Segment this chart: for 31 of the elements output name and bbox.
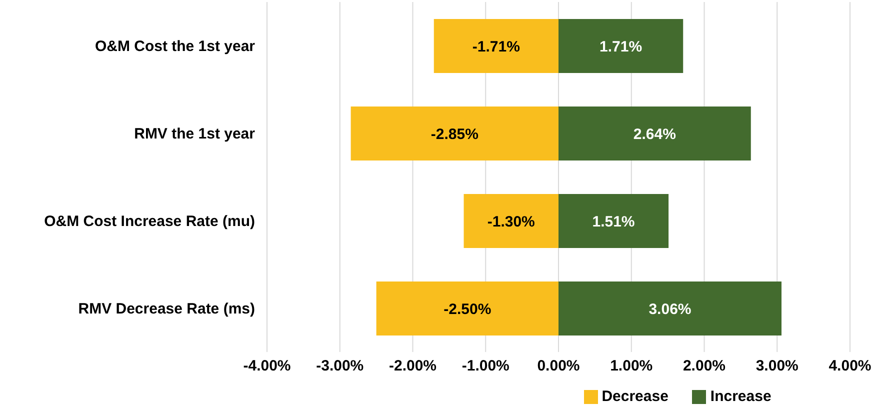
bar — [558, 194, 669, 248]
data-label: -2.50% — [444, 300, 492, 318]
x-tick-label: 4.00% — [828, 358, 872, 375]
bar — [558, 19, 684, 73]
bar — [558, 106, 751, 160]
data-label: -1.30% — [487, 213, 535, 230]
bar — [350, 106, 558, 160]
x-tick-label: -3.00% — [316, 358, 364, 375]
y-tick-label: O&M Cost the 1st year — [94, 38, 256, 56]
bar — [558, 282, 782, 336]
y-tick-label: RMV Decrease Rate (ms) — [78, 300, 255, 318]
x-tick-label: 1.00% — [610, 358, 653, 375]
data-label: -2.85% — [430, 126, 478, 143]
data-label: 1.51% — [592, 213, 635, 230]
data-label: 2.64% — [633, 126, 676, 143]
legend-label: Increase — [710, 388, 772, 405]
data-label: -1.71% — [472, 38, 520, 56]
x-tick-label: -4.00% — [243, 358, 291, 375]
data-label: 1.71% — [600, 38, 642, 56]
x-tick-label: -1.00% — [462, 358, 510, 375]
x-tick-label: 2.00% — [682, 358, 726, 375]
y-tick-label: O&M Cost Increase Rate (mu) — [44, 213, 255, 230]
x-tick-label: 3.00% — [756, 358, 798, 375]
data-label: 3.06% — [648, 300, 692, 318]
legend-label: Decrease — [602, 388, 668, 405]
bar — [376, 282, 558, 336]
bar — [464, 194, 558, 248]
y-tick-label: RMV the 1st year — [134, 126, 256, 143]
x-tick-label: 0.00% — [537, 358, 580, 375]
x-tick-label: -2.00% — [388, 358, 437, 375]
bar — [434, 19, 558, 73]
